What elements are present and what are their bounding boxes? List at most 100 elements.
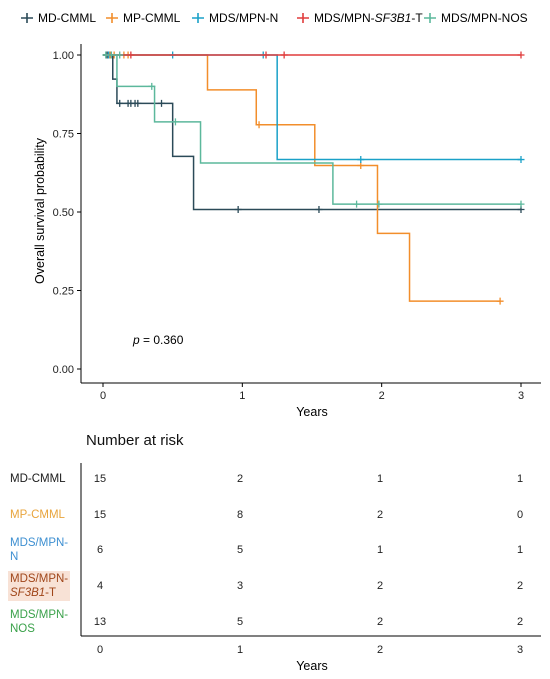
text-part: NOS bbox=[10, 623, 35, 635]
censor-mark bbox=[171, 118, 179, 126]
text-part: MD-CMML bbox=[10, 473, 66, 485]
risk-cell: 1 bbox=[377, 544, 383, 556]
survival-curve bbox=[103, 54, 521, 205]
censor-mark bbox=[134, 99, 142, 107]
risk-cell: 1 bbox=[377, 473, 383, 485]
x-tick-label: 3 bbox=[518, 390, 524, 402]
legend-label: MDS/MPN-SF3B1-T bbox=[314, 11, 423, 25]
risk-row-label: MDS/MPN- bbox=[10, 537, 68, 549]
risk-cell: 2 bbox=[377, 509, 383, 521]
legend-item-2: MDS/MPN-N bbox=[192, 11, 278, 25]
censor-mark bbox=[375, 200, 383, 208]
censor-mark bbox=[315, 205, 323, 213]
legend-item-4: MDS/MPN-NOS bbox=[424, 11, 528, 25]
censor-mark bbox=[357, 162, 365, 170]
censor-mark bbox=[517, 156, 525, 164]
x-tick-label: 1 bbox=[239, 390, 245, 402]
censor-mark bbox=[517, 200, 525, 208]
risk-cell: 3 bbox=[237, 580, 243, 592]
censor-mark bbox=[158, 99, 166, 107]
risk-cell: 1 bbox=[517, 473, 523, 485]
text-part: SF3B1 bbox=[10, 587, 45, 599]
y-tick-label: 0.25 bbox=[53, 286, 74, 298]
km-plot: 0.00 0.25 0.50 0.75 1.00 0 1 2 3 p = 0.360 bbox=[53, 44, 541, 402]
risk-cell: 15 bbox=[94, 473, 106, 485]
row-label-highlight bbox=[8, 571, 70, 601]
risk-row-1: MP-CMML 15 8 2 0 bbox=[10, 509, 523, 521]
text-part: SF3B1 bbox=[375, 11, 412, 25]
x-tick-label: 0 bbox=[100, 390, 106, 402]
risk-row-label: MP-CMML bbox=[10, 509, 66, 521]
legend-swatch bbox=[424, 13, 436, 23]
risk-row-label: SF3B1-T bbox=[10, 587, 56, 599]
risk-table-title: Number at risk bbox=[86, 432, 184, 449]
text-part: MDS/MPN-NOS bbox=[441, 11, 528, 25]
risk-cell: 2 bbox=[237, 473, 243, 485]
x-axis-label: Years bbox=[296, 405, 328, 419]
text-part: MDS/MPN- bbox=[10, 609, 68, 621]
risk-cell: 2 bbox=[517, 616, 523, 628]
censor-mark bbox=[353, 200, 361, 208]
series-1 bbox=[103, 51, 504, 305]
censor-mark bbox=[127, 51, 135, 59]
y-tick-label: 0.75 bbox=[53, 129, 74, 141]
censor-mark bbox=[496, 297, 504, 305]
risk-row-2: MDS/MPN- N 6 5 1 1 bbox=[10, 537, 523, 563]
y-tick-label: 1.00 bbox=[53, 50, 74, 62]
series-3 bbox=[103, 51, 525, 59]
text-part: N bbox=[10, 551, 18, 563]
risk-row-4: MDS/MPN- NOS 13 5 2 2 bbox=[10, 609, 523, 635]
series-4 bbox=[102, 51, 525, 208]
legend: MD-CMML MP-CMML MDS/MPN-N MDS/MPN-SF3B1-T MD… bbox=[21, 11, 528, 25]
x-tick-label: 2 bbox=[379, 390, 385, 402]
p-value-text: = 0.360 bbox=[140, 333, 184, 347]
survival-curve bbox=[103, 54, 501, 302]
risk-row-3: MDS/MPN- SF3B1-T 4 3 2 2 bbox=[8, 571, 523, 601]
text-part: MDS/MPN- bbox=[10, 573, 68, 585]
legend-item-1: MP-CMML bbox=[106, 11, 181, 25]
censor-mark bbox=[107, 51, 115, 59]
risk-cell: 2 bbox=[377, 580, 383, 592]
legend-swatch bbox=[21, 13, 33, 23]
risk-cell: 0 bbox=[517, 509, 523, 521]
risk-cell: 5 bbox=[237, 544, 243, 556]
risk-cell: 5 bbox=[237, 616, 243, 628]
risk-cell: 2 bbox=[377, 616, 383, 628]
text-part: MP-CMML bbox=[10, 509, 66, 521]
text-part: MD-CMML bbox=[38, 11, 96, 25]
risk-table-x-axis-label: Years bbox=[296, 659, 328, 673]
risk-row-label: NOS bbox=[10, 623, 35, 635]
risk-row-0: MD-CMML 15 2 1 1 bbox=[10, 473, 523, 485]
risk-cell: 4 bbox=[97, 580, 103, 592]
text-part: MDS/MPN- bbox=[10, 537, 68, 549]
risk-cell: 2 bbox=[517, 580, 523, 592]
risk-table: Number at risk Years 0 1 2 3MD-CMML 15 2 1 1MP-… bbox=[8, 432, 541, 673]
series-0 bbox=[103, 51, 525, 213]
risk-row-label: MDS/MPN- bbox=[10, 609, 68, 621]
text-part: -T bbox=[45, 587, 56, 599]
legend-label: MDS/MPN-N bbox=[209, 11, 278, 25]
censor-mark bbox=[262, 51, 270, 59]
censor-mark bbox=[148, 82, 156, 90]
y-axis-label: Overall survival probability bbox=[33, 137, 47, 284]
censor-mark bbox=[116, 51, 124, 59]
censor-mark bbox=[280, 51, 288, 59]
risk-table-x-tick-label: 3 bbox=[517, 644, 523, 656]
risk-row-label: MDS/MPN- bbox=[10, 573, 68, 585]
risk-table-x-tick-label: 0 bbox=[97, 644, 103, 656]
y-tick-label: 0.00 bbox=[53, 364, 74, 376]
survival-curve bbox=[103, 54, 521, 211]
text-part: MDS/MPN- bbox=[314, 11, 375, 25]
risk-row-label: MD-CMML bbox=[10, 473, 66, 485]
censor-mark bbox=[116, 99, 124, 107]
risk-table-x-tick-label: 2 bbox=[377, 644, 383, 656]
censor-mark bbox=[517, 51, 525, 59]
risk-row-label: N bbox=[10, 551, 18, 563]
risk-cell: 1 bbox=[517, 544, 523, 556]
legend-swatch bbox=[297, 13, 309, 23]
censor-mark bbox=[255, 121, 263, 129]
series-2 bbox=[103, 51, 525, 164]
survival-curve bbox=[103, 54, 521, 161]
y-tick-label: 0.50 bbox=[53, 207, 74, 219]
legend-item-0: MD-CMML bbox=[21, 11, 96, 25]
